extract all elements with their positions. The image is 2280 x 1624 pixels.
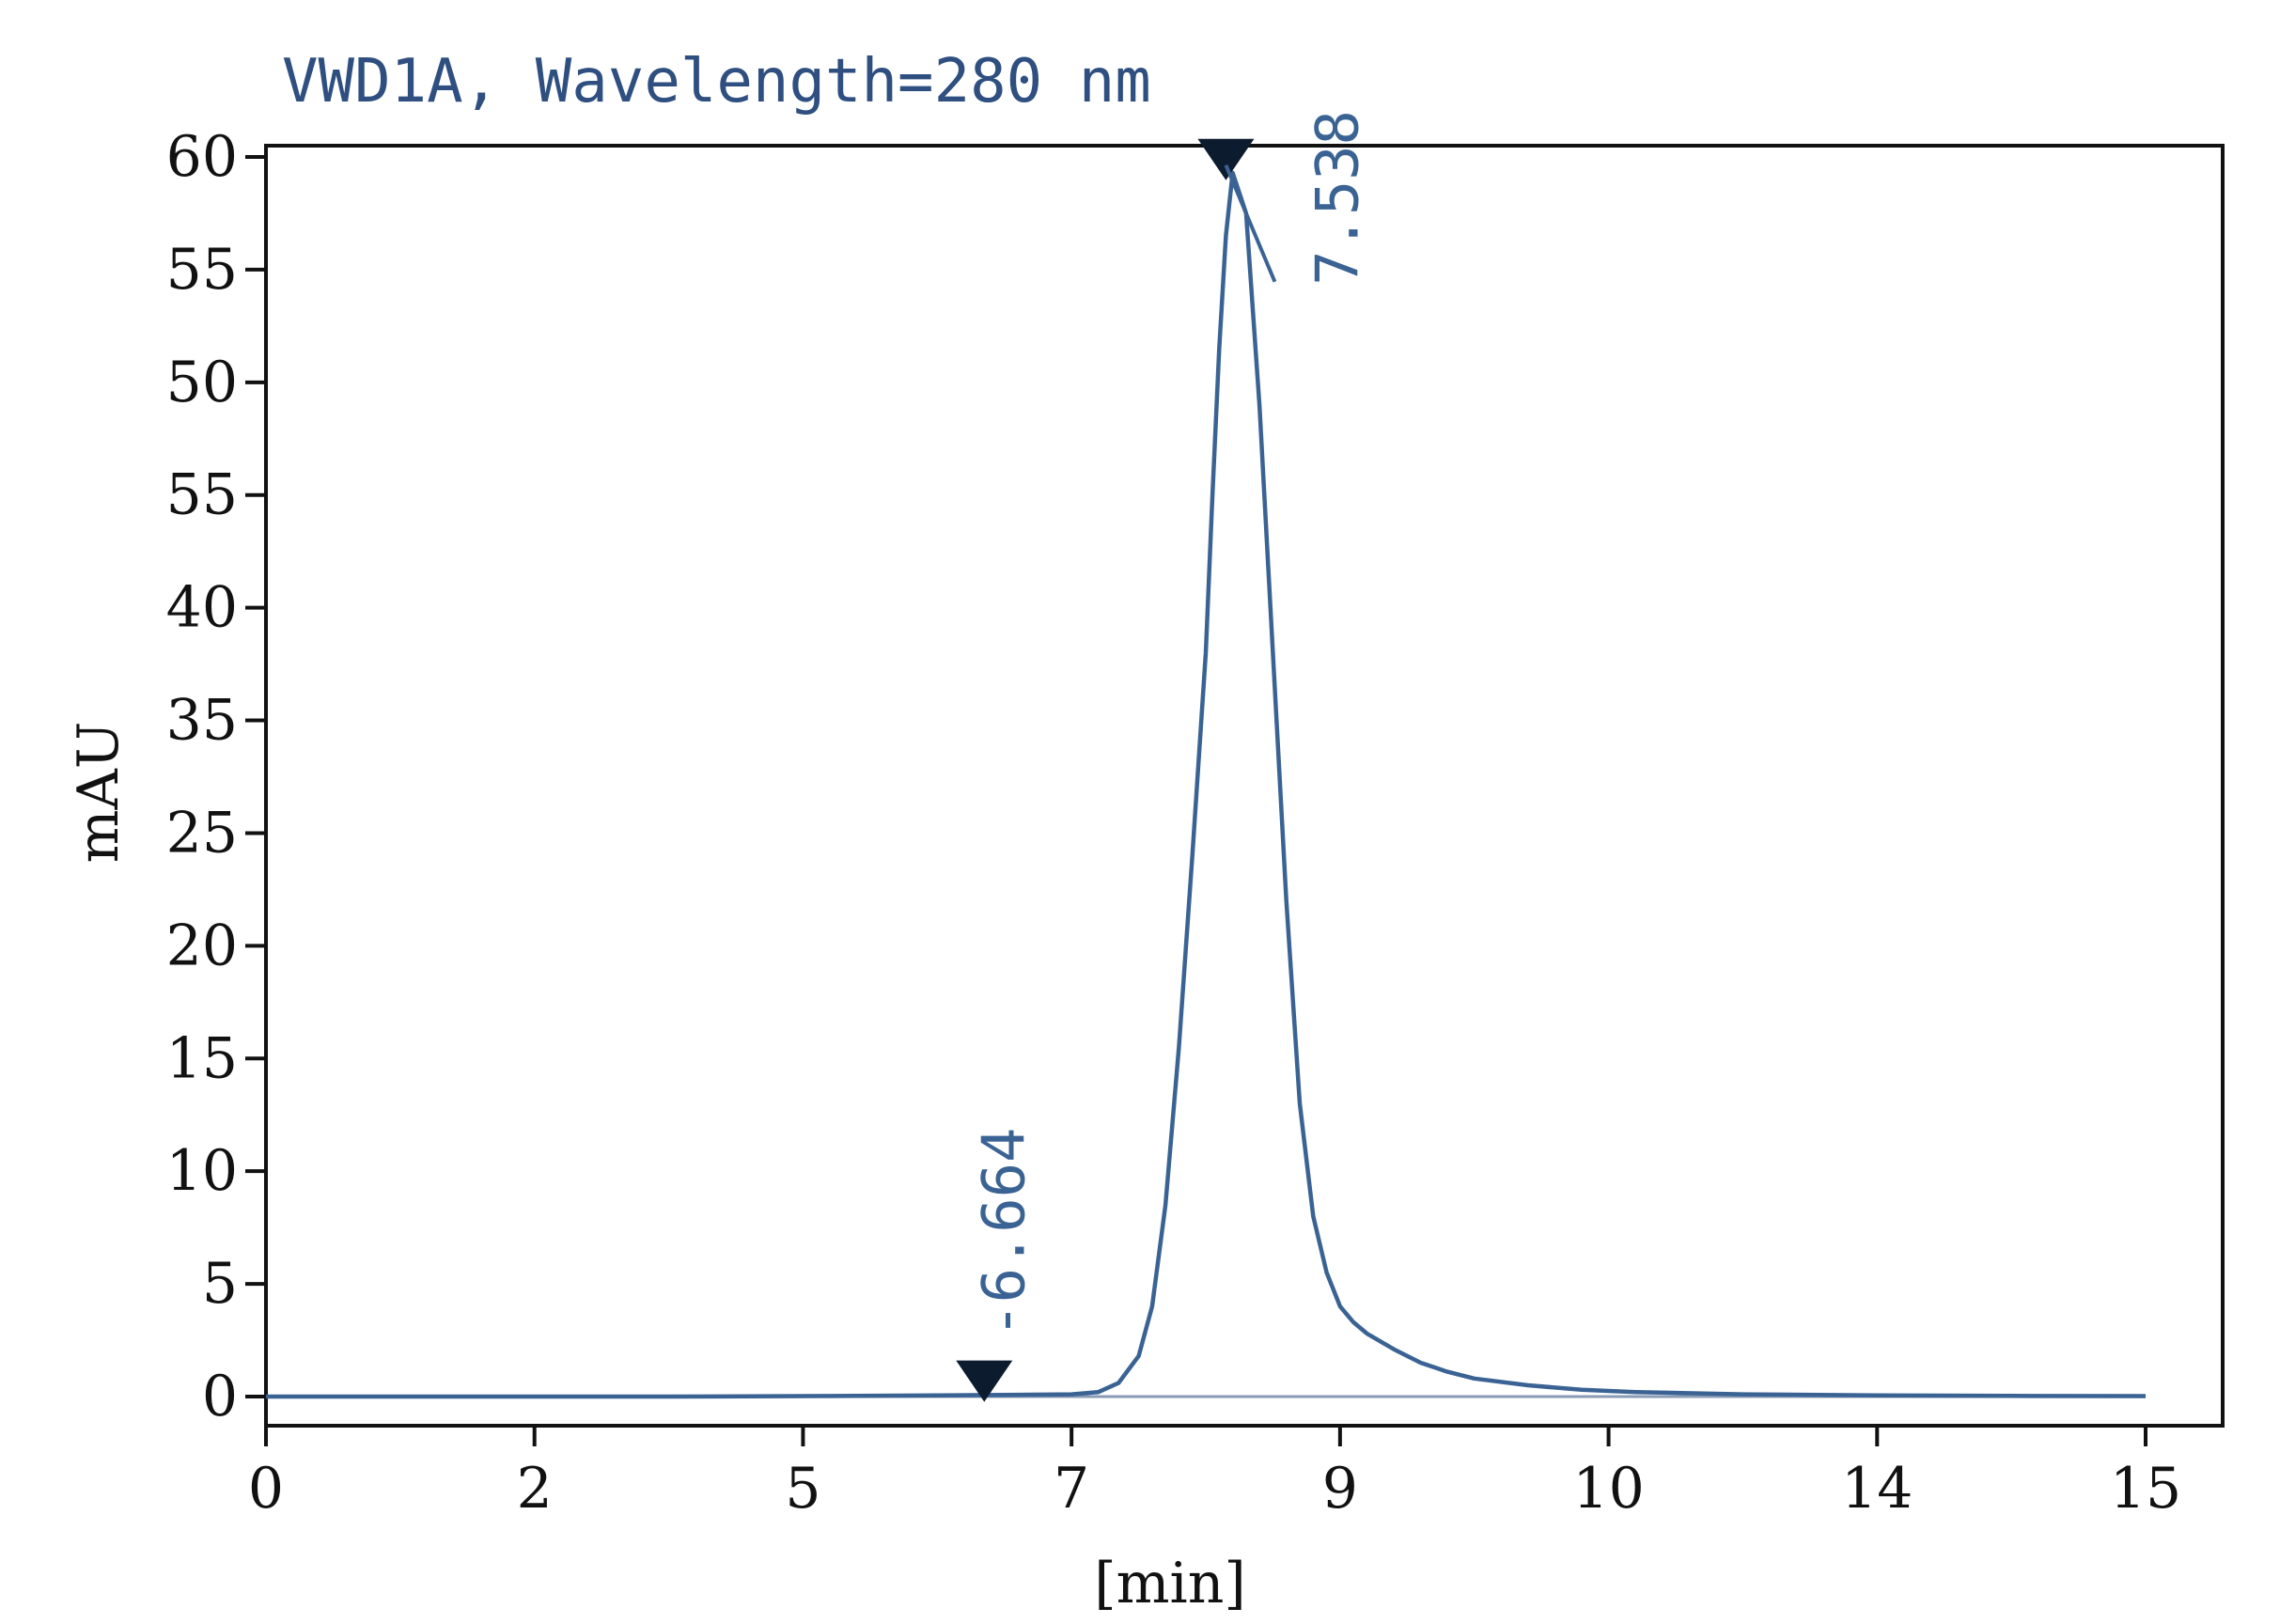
y-tick-label: 55 <box>166 462 238 528</box>
peak-triangle-icon <box>956 1360 1013 1402</box>
x-tick-label: 2 <box>517 1456 553 1522</box>
x-tick-label: 14 <box>1841 1456 1913 1522</box>
x-tick-label: 7 <box>1054 1456 1089 1522</box>
y-tick-label: 10 <box>166 1138 238 1204</box>
y-tick-label: 0 <box>202 1364 238 1429</box>
y-tick-label: 25 <box>166 800 238 866</box>
y-tick-label: 60 <box>166 124 238 190</box>
peak-marker-0: -6.664 <box>956 1128 1038 1402</box>
x-tick-label: 15 <box>2110 1456 2181 1522</box>
x-axis-label: [min] <box>1094 1551 1246 1616</box>
y-tick-label: 50 <box>166 350 238 415</box>
x-tick-label: 5 <box>785 1456 820 1522</box>
x-axis: 0 2 5 7 9 10 14 15 <box>248 1426 2181 1522</box>
y-tick-label: 5 <box>202 1251 238 1317</box>
y-tick-label: 40 <box>166 575 238 641</box>
y-axis-label: mAU <box>66 722 132 864</box>
x-tick-label: 0 <box>248 1456 284 1522</box>
plot-frame <box>264 144 2225 1428</box>
y-tick-label: 55 <box>166 237 238 303</box>
y-tick-label: 20 <box>166 913 238 978</box>
y-tick-label: 15 <box>166 1025 238 1091</box>
peak-label: 7.538 <box>1303 110 1371 286</box>
signal-trace <box>266 170 2147 1399</box>
y-tick-label: 35 <box>166 688 238 754</box>
peak-markers: -6.664 7.538 <box>956 110 1371 1402</box>
peak-triangle-icon <box>1197 138 1255 180</box>
peak-label: -6.664 <box>969 1128 1038 1338</box>
chart-title: VWD1A, Wavelength=280 nm <box>282 47 1151 117</box>
peak-tick-line <box>1224 164 1277 283</box>
y-axis: 0 5 10 15 20 25 35 40 55 50 55 60 <box>166 124 266 1429</box>
x-tick-label: 10 <box>1572 1456 1644 1522</box>
x-tick-label: 9 <box>1322 1456 1358 1522</box>
peak-marker-1: 7.538 <box>1197 110 1371 286</box>
